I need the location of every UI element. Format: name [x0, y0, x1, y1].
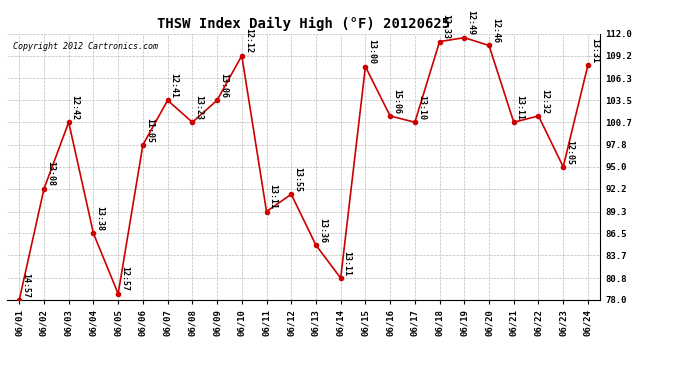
Text: 13:11: 13:11 [268, 184, 277, 209]
Text: 13:31: 13:31 [590, 38, 599, 63]
Text: 13:38: 13:38 [95, 206, 104, 231]
Text: 13:10: 13:10 [417, 95, 426, 120]
Text: 15:06: 15:06 [392, 88, 401, 114]
Text: 13:06: 13:06 [219, 73, 228, 98]
Text: 14:57: 14:57 [21, 273, 30, 298]
Text: 12:46: 12:46 [491, 18, 500, 43]
Text: Copyright 2012 Cartronics.com: Copyright 2012 Cartronics.com [13, 42, 158, 51]
Text: 13:11: 13:11 [515, 95, 524, 120]
Text: 12:57: 12:57 [120, 266, 129, 291]
Text: 12:05: 12:05 [565, 140, 574, 165]
Text: 11:05: 11:05 [145, 118, 154, 142]
Text: 13:00: 13:00 [367, 39, 376, 64]
Text: 13:55: 13:55 [293, 167, 302, 192]
Text: 13:08: 13:08 [46, 162, 55, 186]
Text: 12:41: 12:41 [170, 73, 179, 98]
Text: 12:42: 12:42 [70, 95, 79, 120]
Text: 12:32: 12:32 [540, 88, 549, 114]
Text: 12:12: 12:12 [244, 28, 253, 53]
Text: 13:11: 13:11 [343, 251, 352, 276]
Text: 13:36: 13:36 [318, 218, 327, 243]
Title: THSW Index Daily High (°F) 20120625: THSW Index Daily High (°F) 20120625 [157, 17, 450, 31]
Text: 12:49: 12:49 [466, 10, 475, 35]
Text: 13:23: 13:23 [195, 95, 204, 120]
Text: 12:33: 12:33 [442, 14, 451, 39]
